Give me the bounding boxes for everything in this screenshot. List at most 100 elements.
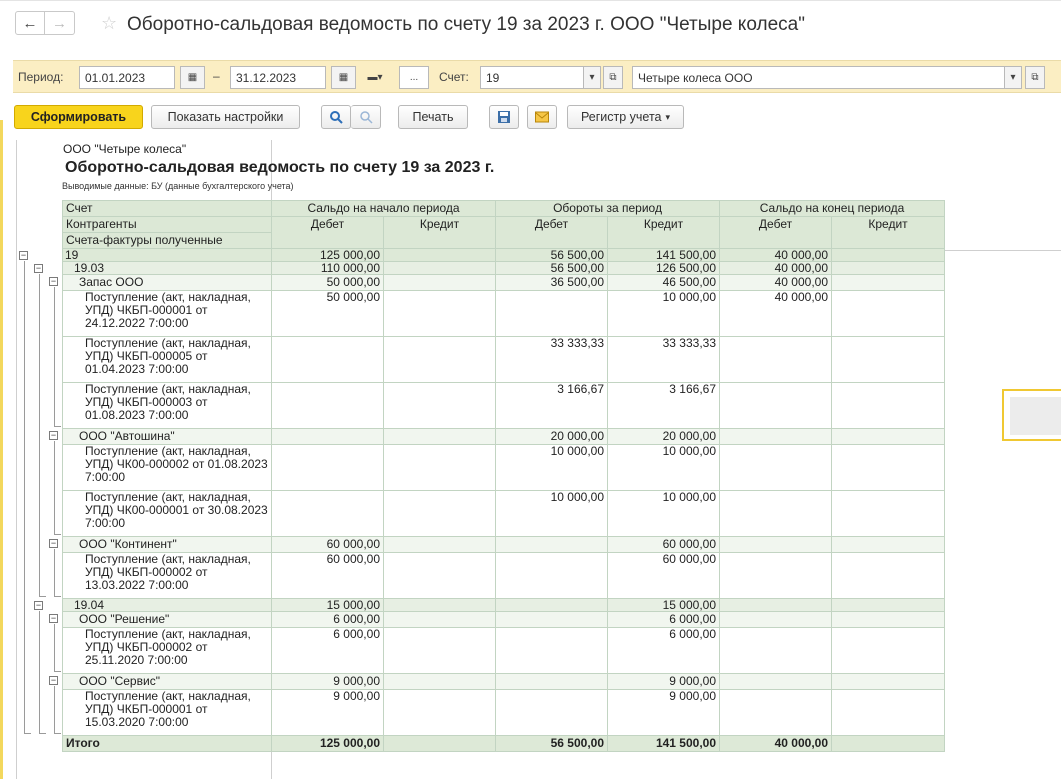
turnover-debit-cell[interactable]: 20 000,00 <box>495 428 608 445</box>
closing-credit-cell[interactable] <box>831 444 946 491</box>
opening-credit-cell[interactable] <box>383 536 496 553</box>
opening-credit-cell[interactable] <box>383 274 496 291</box>
closing-debit-cell[interactable] <box>719 552 833 599</box>
closing-debit-cell[interactable] <box>719 490 833 537</box>
opening-credit-cell[interactable] <box>383 261 496 275</box>
document-row[interactable]: Поступление (акт, накладная, УПД) ЧКБП-0… <box>62 336 946 383</box>
date-from-calendar-button[interactable]: ▦ <box>180 66 205 89</box>
closing-debit-cell[interactable]: 40 000,00 <box>719 248 833 262</box>
turnover-debit-cell[interactable]: 33 333,33 <box>495 336 608 383</box>
closing-debit-cell[interactable] <box>719 336 833 383</box>
row-name[interactable]: ООО "Решение" <box>62 611 272 628</box>
account-open-button[interactable]: ⧉ <box>603 66 623 89</box>
turnover-debit-cell[interactable] <box>495 611 608 628</box>
row-name[interactable]: 19.04 <box>62 598 272 612</box>
turnover-credit-cell[interactable]: 10 000,00 <box>606 490 721 537</box>
collapse-toggle-icon[interactable]: − <box>49 275 58 286</box>
turnover-credit-cell[interactable]: 6 000,00 <box>606 627 721 674</box>
closing-credit-cell[interactable] <box>831 598 946 612</box>
closing-credit-cell[interactable] <box>831 261 946 275</box>
closing-credit-cell[interactable] <box>831 290 946 337</box>
opening-debit-cell[interactable]: 9 000,00 <box>271 689 384 736</box>
closing-credit-cell[interactable] <box>831 490 946 537</box>
organization-dropdown-button[interactable]: ▾ <box>1004 66 1022 89</box>
row-name[interactable]: Запас ООО <box>62 274 272 291</box>
turnover-debit-cell[interactable]: 56 500,00 <box>495 261 608 275</box>
turnover-debit-cell[interactable] <box>495 673 608 690</box>
turnover-debit-cell[interactable]: 56 500,00 <box>495 248 608 262</box>
opening-debit-cell[interactable] <box>271 336 384 383</box>
turnover-debit-cell[interactable] <box>495 627 608 674</box>
opening-credit-cell[interactable] <box>383 444 496 491</box>
opening-credit-cell[interactable] <box>383 627 496 674</box>
report-area[interactable]: ООО "Четыре колеса" Оборотно-сальдовая в… <box>16 140 1061 779</box>
closing-credit-cell[interactable] <box>831 382 946 429</box>
closing-credit-cell[interactable] <box>831 274 946 291</box>
closing-credit-cell[interactable] <box>831 248 946 262</box>
turnover-credit-cell[interactable]: 60 000,00 <box>606 536 721 553</box>
turnover-credit-cell[interactable]: 9 000,00 <box>606 673 721 690</box>
turnover-credit-cell[interactable]: 126 500,00 <box>606 261 721 275</box>
contractor-row[interactable]: ООО "Континент" 60 000,00 60 000,00 <box>62 536 946 553</box>
closing-credit-cell[interactable] <box>831 428 946 445</box>
register-dropdown-button[interactable]: Регистр учета ▾ <box>567 105 684 129</box>
row-name[interactable]: Поступление (акт, накладная, УПД) ЧКБП-0… <box>62 627 272 674</box>
closing-debit-cell[interactable]: 40 000,00 <box>719 290 833 337</box>
date-to-field[interactable]: 31.12.2023 <box>230 66 326 89</box>
closing-debit-cell[interactable] <box>719 444 833 491</box>
document-row[interactable]: Поступление (акт, накладная, УПД) ЧКБП-0… <box>62 627 946 674</box>
row-name[interactable]: Поступление (акт, накладная, УПД) ЧК00-0… <box>62 490 272 537</box>
row-name[interactable]: ООО "Автошина" <box>62 428 272 445</box>
turnover-debit-cell[interactable] <box>495 689 608 736</box>
closing-credit-cell[interactable] <box>831 689 946 736</box>
row-name[interactable]: 19 <box>62 248 272 262</box>
side-panel-widget[interactable] <box>1002 389 1061 441</box>
closing-credit-cell[interactable] <box>831 611 946 628</box>
closing-debit-cell[interactable]: 40 000,00 <box>719 261 833 275</box>
opening-debit-cell[interactable]: 110 000,00 <box>271 261 384 275</box>
contractor-row[interactable]: ООО "Автошина" 20 000,00 20 000,00 <box>62 428 946 445</box>
turnover-credit-cell[interactable]: 9 000,00 <box>606 689 721 736</box>
turnover-credit-cell[interactable]: 10 000,00 <box>606 444 721 491</box>
contractor-row[interactable]: Запас ООО 50 000,00 36 500,00 46 500,00 40 0… <box>62 274 946 291</box>
opening-debit-cell[interactable]: 60 000,00 <box>271 536 384 553</box>
turnover-debit-cell[interactable]: 3 166,67 <box>495 382 608 429</box>
opening-credit-cell[interactable] <box>383 689 496 736</box>
closing-debit-cell[interactable] <box>719 673 833 690</box>
turnover-credit-cell[interactable]: 46 500,00 <box>606 274 721 291</box>
turnover-credit-cell[interactable]: 6 000,00 <box>606 611 721 628</box>
email-button[interactable] <box>527 105 557 129</box>
account-row[interactable]: 19.03 110 000,00 56 500,00 126 500,00 40 000… <box>62 261 946 275</box>
opening-credit-cell[interactable] <box>383 611 496 628</box>
opening-debit-cell[interactable]: 6 000,00 <box>271 627 384 674</box>
turnover-credit-cell[interactable]: 3 166,67 <box>606 382 721 429</box>
period-choose-button[interactable]: ... <box>399 66 429 89</box>
row-name[interactable]: Поступление (акт, накладная, УПД) ЧКБП-0… <box>62 336 272 383</box>
row-name[interactable]: Поступление (акт, накладная, УПД) ЧКБП-0… <box>62 689 272 736</box>
turnover-debit-cell[interactable]: 10 000,00 <box>495 490 608 537</box>
contractor-row[interactable]: ООО "Решение" 6 000,00 6 000,00 <box>62 611 946 628</box>
opening-credit-cell[interactable] <box>383 336 496 383</box>
collapse-toggle-icon[interactable]: − <box>34 599 43 610</box>
closing-debit-cell[interactable] <box>719 627 833 674</box>
collapse-toggle-icon[interactable]: − <box>19 249 28 260</box>
row-name[interactable]: ООО "Сервис" <box>62 673 272 690</box>
collapse-toggle-icon[interactable]: − <box>49 429 58 440</box>
closing-debit-cell[interactable] <box>719 598 833 612</box>
back-button[interactable]: ← <box>15 11 45 35</box>
opening-debit-cell[interactable] <box>271 490 384 537</box>
document-row[interactable]: Поступление (акт, накладная, УПД) ЧК00-0… <box>62 490 946 537</box>
closing-credit-cell[interactable] <box>831 336 946 383</box>
opening-debit-cell[interactable]: 50 000,00 <box>271 274 384 291</box>
closing-debit-cell[interactable] <box>719 428 833 445</box>
turnover-credit-cell[interactable]: 33 333,33 <box>606 336 721 383</box>
turnover-debit-cell[interactable] <box>495 598 608 612</box>
collapse-toggle-icon[interactable]: − <box>49 674 58 685</box>
document-row[interactable]: Поступление (акт, накладная, УПД) ЧКБП-0… <box>62 290 946 337</box>
search-cancel-button[interactable] <box>351 105 381 129</box>
organization-field[interactable]: Четыре колеса ООО <box>632 66 1005 89</box>
print-button[interactable]: Печать <box>398 105 468 129</box>
closing-debit-cell[interactable] <box>719 536 833 553</box>
closing-debit-cell[interactable]: 40 000,00 <box>719 274 833 291</box>
closing-credit-cell[interactable] <box>831 552 946 599</box>
